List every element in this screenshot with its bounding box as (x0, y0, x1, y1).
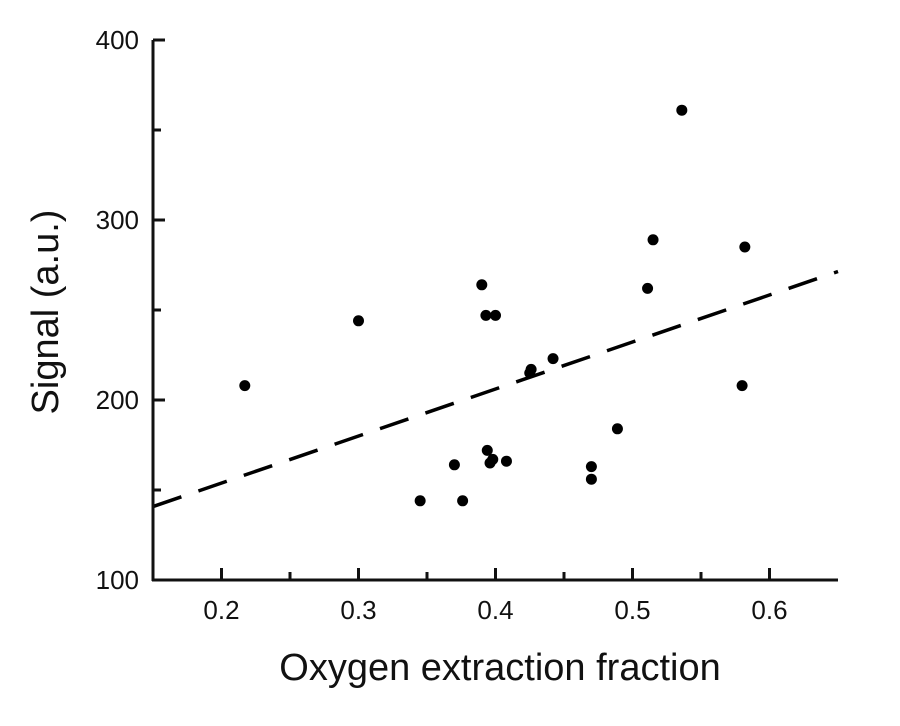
y-tick-label: 400 (96, 25, 139, 55)
data-point (739, 241, 751, 253)
data-point (611, 423, 623, 435)
data-point (414, 495, 426, 507)
data-point (642, 282, 654, 294)
y-tick-label: 300 (96, 205, 139, 235)
data-point (490, 309, 501, 321)
data-point (239, 380, 251, 392)
data-point (676, 104, 688, 116)
data-point (647, 234, 659, 246)
x-tick-label: 0.6 (751, 595, 787, 625)
x-tick-label: 0.3 (340, 595, 376, 625)
data-point (547, 353, 559, 365)
data-point (481, 444, 493, 456)
data-point (448, 459, 460, 471)
data-point (457, 495, 469, 507)
data-point (353, 315, 364, 327)
data-point (480, 309, 492, 321)
data-point (736, 380, 748, 392)
data-point (585, 461, 597, 473)
data-point (525, 363, 537, 375)
x-axis-title: Oxygen extraction fraction (279, 647, 720, 689)
data-point (476, 279, 488, 291)
data-point (585, 473, 597, 485)
ticks: 0.2 0.3 0.4 0.5 0.6 100 200 300 400 (96, 25, 788, 625)
x-tick-label: 0.2 (203, 595, 239, 625)
y-axis-title: Signal (a.u.) (25, 210, 67, 415)
y-tick-label: 100 (96, 565, 139, 595)
y-tick-label: 200 (96, 385, 139, 415)
fit-line-layer (152, 269, 839, 509)
data-points-layer (239, 104, 751, 507)
fit-line (152, 269, 839, 509)
data-point (487, 453, 499, 465)
x-tick-label: 0.4 (477, 595, 513, 625)
x-tick-label: 0.5 (614, 595, 650, 625)
data-point (500, 455, 512, 467)
